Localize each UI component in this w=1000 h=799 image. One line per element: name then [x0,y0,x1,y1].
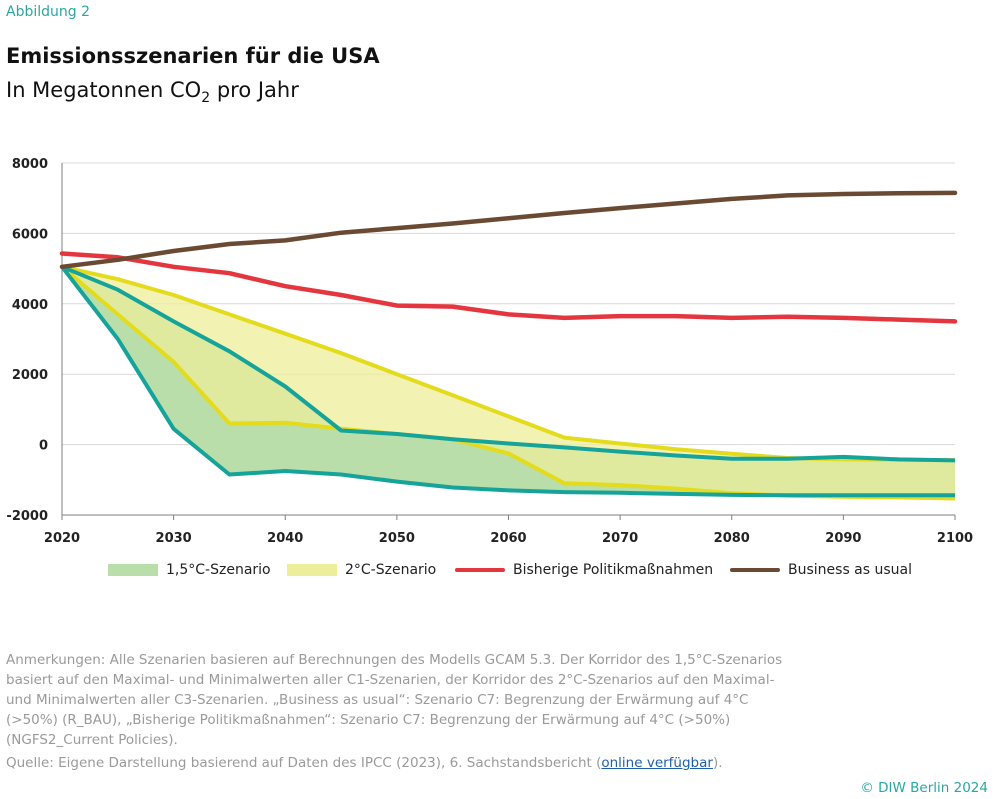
x-tick-label: 2030 [156,531,192,546]
corridor-area-1-5c [62,266,955,496]
legend-item-policies: Bisherige Politikmaßnahmen [455,562,713,578]
subtitle-suffix: pro Jahr [210,78,299,102]
chart-legend: 1,5°C-Szenario 2°C-Szenario Bisherige Po… [0,562,1000,592]
x-tick-label: 2070 [602,531,638,546]
y-tick-label: 6000 [12,227,48,242]
series-line-bau [59,190,958,270]
chart-notes: Anmerkungen: Alle Szenarien basieren auf… [6,652,783,748]
legend-label-policies: Bisherige Politikmaßnahmen [513,562,714,578]
legend-item-2c: 2°C-Szenario [287,562,436,578]
corridor-upper-line-1-5c [61,264,956,463]
source-prefix: Quelle: Eigene Darstellung basierend auf… [6,755,602,771]
chart-title: Emissionsszenarien für die USA [6,44,380,68]
series-line-policies [59,251,958,324]
legend-line-policies [455,568,505,572]
x-tick-label: 2040 [267,531,303,546]
source-link[interactable]: online verfügbar [601,755,713,771]
legend-label-1-5c: 1,5°C-Szenario [166,562,271,578]
legend-line-bau [730,568,780,572]
legend-item-1-5c: 1,5°C-Szenario [108,562,271,578]
chart-subtitle: In Megatonnen CO2 pro Jahr [6,78,299,106]
emissions-chart: -2000 0 2000 4000 6000 8000 2020 2030 2040 2050 20… [6,157,973,546]
subtitle-prefix: In Megatonnen CO [6,78,202,102]
legend-item-bau: Business as usual [730,562,912,578]
y-tick-label: 0 [39,439,48,454]
copyright: © DIW Berlin 2024 [860,780,988,796]
legend-swatch-2c [287,564,337,576]
legend-label-2c: 2°C-Szenario [345,562,437,578]
figure-label: Abbildung 2 [6,4,91,20]
legend-label-bau: Business as usual [788,562,913,578]
x-tick-label: 2050 [379,531,415,546]
subtitle-subscript: 2 [201,90,211,107]
chart-source: Quelle: Eigene Darstellung basierend auf… [6,755,723,771]
x-tick-label: 2100 [937,531,973,546]
legend-swatch-1-5c [108,564,158,576]
y-tick-label: 8000 [12,157,48,172]
x-tick-label: 2060 [490,531,526,546]
y-tick-label: 2000 [12,368,48,383]
source-suffix: ). [712,755,723,771]
y-tick-label: 4000 [12,298,48,313]
y-tick-label: -2000 [6,509,48,524]
x-tick-label: 2090 [825,531,861,546]
x-tick-label: 2020 [44,531,80,546]
corridor-lower-line-1-5c [60,265,955,498]
x-tick-label: 2080 [714,531,750,546]
